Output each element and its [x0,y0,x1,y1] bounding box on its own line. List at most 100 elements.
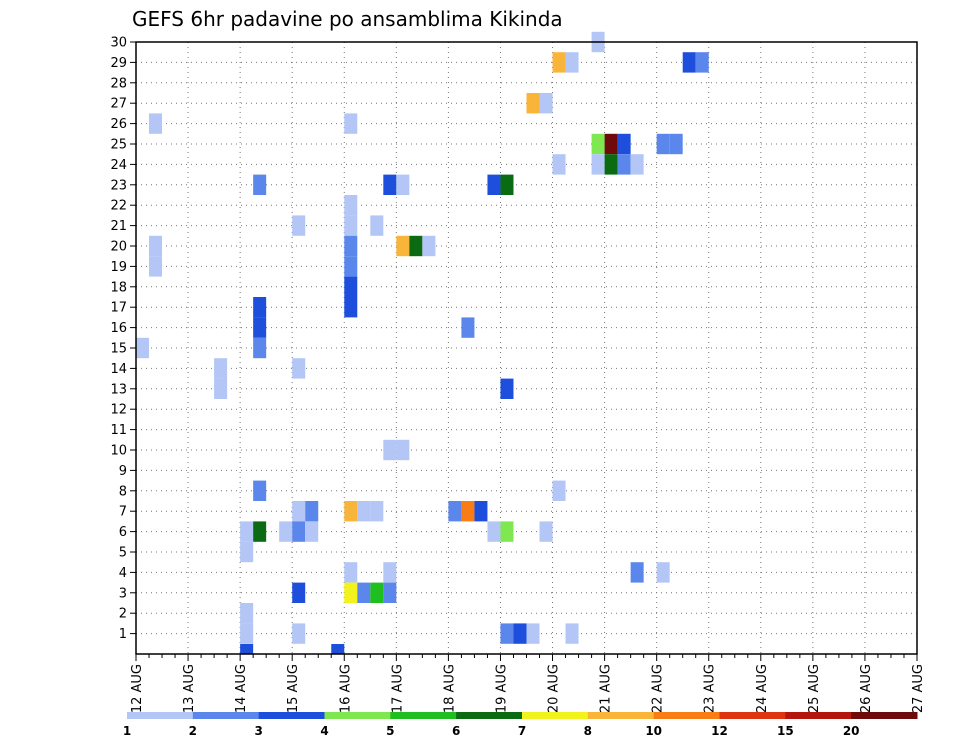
legend-label: 2 [189,724,197,738]
heatmap-cell [253,337,267,359]
heatmap-cell [370,215,384,236]
heatmap-cell [344,582,358,603]
heatmap-cell [448,501,462,522]
legend-label: 3 [254,724,262,738]
heatmap-cell [552,154,566,175]
legend-label: 1 [123,724,131,738]
heatmap-cell [344,256,358,277]
heatmap-cell [292,582,306,603]
heatmap-cell [253,521,267,542]
heatmap-cell [214,358,228,379]
heatmap-cell [500,623,514,644]
y-tick-label: 18 [110,280,127,295]
y-tick-label: 27 [110,97,127,112]
heatmap-cell [305,521,319,542]
y-tick-label: 23 [110,178,127,193]
x-tick-label: 13 AUG [182,664,197,713]
x-tick-label: 25 AUG [807,664,822,713]
x-tick-label: 21 AUG [599,664,614,713]
heatmap-cell [240,603,254,624]
legend-label: 10 [645,724,662,738]
y-tick-label: 12 [110,403,127,418]
heatmap-cell [461,501,475,522]
x-tick-label: 12 AUG [130,664,145,713]
y-tick-label: 17 [110,301,127,316]
legend-label: 6 [452,724,460,738]
x-axis-ticks: 12 AUG 13 AUG 14 AUG 15 AUG 16 AUG 17 AUG 18 A… [130,654,926,713]
heatmap-cell [292,501,306,522]
heatmap-cell [383,582,397,603]
y-tick-label: 1 [119,627,127,642]
heatmap-cell [487,521,501,542]
heatmap-cell [396,439,410,461]
heatmap-cell [604,154,618,175]
heatmap-cell [591,133,605,155]
y-tick-label: 22 [110,199,127,214]
legend-label: 5 [386,724,394,738]
heatmap-cell [539,93,553,114]
x-tick-label: 18 AUG [442,664,457,713]
heatmap-cell [591,154,605,175]
legend-label: 8 [584,724,592,738]
legend-swatch [587,712,655,719]
heatmap-cell [383,439,397,461]
heatmap-cell [292,521,306,542]
heatmap-cell [630,154,644,175]
color-legend: 1 2 3 4 5 6 7 8 10 12 15 20 [123,712,918,738]
heatmap-cell [370,501,384,522]
heatmap-cell [370,582,384,603]
heatmap-cell [344,562,358,583]
heatmap-cell [214,378,228,399]
legend-swatch [258,712,325,719]
x-tick-label: 27 AUG [911,664,926,713]
y-tick-label: 8 [119,484,127,499]
y-tick-label: 20 [110,240,127,255]
heatmap-cell [422,235,436,257]
heatmap-cell [396,174,410,195]
heatmap-cell [565,52,579,73]
heatmap-cell [344,195,358,216]
heatmap-cell [617,133,631,155]
heatmap-cell [292,358,306,379]
legend-label: 15 [777,724,794,738]
heatmap-cell [240,623,254,644]
heatmap-cell [279,521,293,542]
heatmap-cell [253,297,267,318]
heatmap-cell [344,276,358,297]
heatmap-cell [357,582,371,603]
y-tick-label: 10 [110,444,127,459]
heatmap-cell [357,501,371,522]
heatmap-cell [500,521,514,542]
x-tick-label: 24 AUG [755,664,770,713]
heatmap-cell [617,154,631,175]
y-tick-label: 24 [110,158,127,173]
x-tick-label: 19 AUG [494,664,509,713]
legend-label: 12 [711,724,728,738]
heatmap-cell [552,52,566,73]
heatmap-cell [344,235,358,257]
legend-swatch [851,712,918,719]
heatmap-cell [253,480,267,501]
heatmap-cell [396,235,410,257]
heatmap-cell [604,133,618,155]
heatmap-cell [669,133,683,155]
y-tick-label: 28 [110,76,127,91]
x-tick-label: 23 AUG [703,664,718,713]
heatmap-cell [487,174,501,195]
heatmap-cell [630,562,644,583]
heatmap-cell [409,235,423,257]
y-tick-label: 21 [110,219,127,234]
heatmap-cell [305,501,319,522]
heatmap-cell [656,562,670,583]
heatmap-cell [136,337,150,359]
heatmap-cell [149,256,163,277]
legend-swatch [653,712,720,719]
y-tick-label: 15 [110,342,127,357]
heatmap-cell [331,644,345,654]
heatmap-cell [526,623,540,644]
x-tick-label: 14 AUG [234,664,249,713]
heatmap-cells [136,31,709,654]
y-tick-label: 13 [110,382,127,397]
heatmap-cell [695,52,709,73]
